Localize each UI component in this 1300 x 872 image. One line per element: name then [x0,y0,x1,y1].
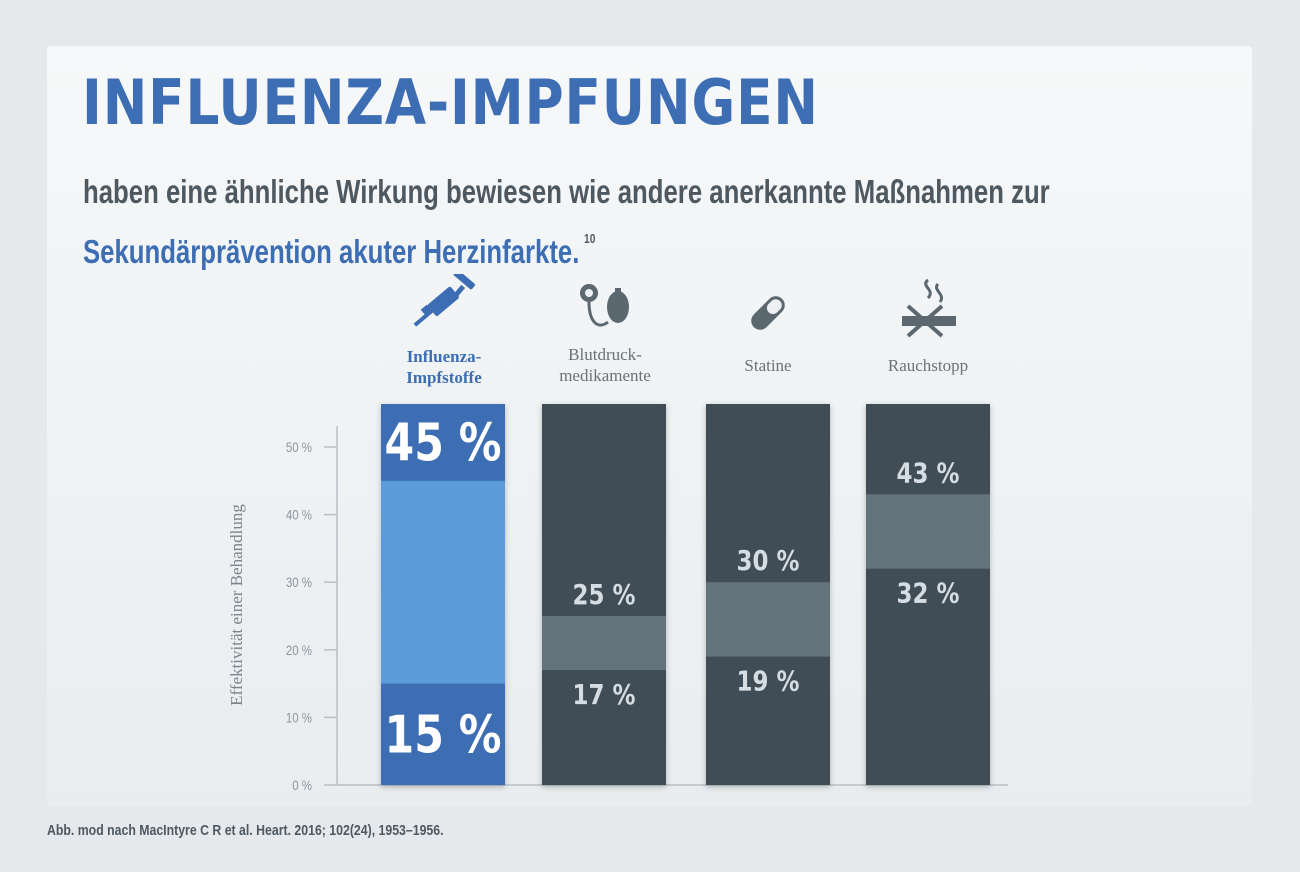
source-citation: Abb. mod nach MacIntyre C R et al. Heart… [47,822,444,839]
y-axis-label: Effektivität einer Behandlung [227,504,246,706]
bar-background [866,404,990,785]
page-title: INFLUENZA-IMPFUNGEN [82,66,819,139]
category-label-influenza: Influenza- Impfstoffe [406,347,482,387]
data-label-low: 17 % [573,679,636,712]
footnote-marker: 10 [584,231,596,246]
y-tick-label: 10 % [286,709,312,725]
data-label-high: 45 % [385,413,502,473]
category-label-statine: Statine [744,356,792,375]
y-tick-label: 0 % [292,777,312,793]
data-label-high: 30 % [737,545,800,578]
syringe-icon [413,274,475,327]
blood-pressure-monitor-icon [580,284,629,327]
y-tick-label: 50 % [286,439,312,455]
pill-icon [751,296,785,330]
bar-background [542,404,666,785]
y-tick-label: 20 % [286,642,312,658]
no-smoking-icon [902,278,956,338]
data-label-high: 25 % [573,579,636,612]
data-label-low: 15 % [385,705,502,765]
bar-range-segment [542,616,666,671]
category-label-rauchstopp: Rauchstopp [887,356,969,375]
bar-range-segment [706,582,830,657]
subtitle-line-2: Sekundärprävention akuter Herzinfarkte. [83,233,580,270]
data-label-low: 32 % [897,578,960,611]
subtitle: haben eine ähnliche Wirkung bewiesen wie… [83,168,1050,275]
subtitle-line-1: haben eine ähnliche Wirkung bewiesen wie… [83,173,1050,210]
data-label-low: 19 % [737,665,800,698]
data-label-high: 43 % [897,457,960,490]
y-tick-label: 40 % [286,506,312,522]
bar-range-segment [866,494,990,569]
y-tick-label: 30 % [286,574,312,590]
category-label-blutdruck: Blutdruck-medikamente [559,345,651,385]
bar-range-segment [381,480,505,684]
